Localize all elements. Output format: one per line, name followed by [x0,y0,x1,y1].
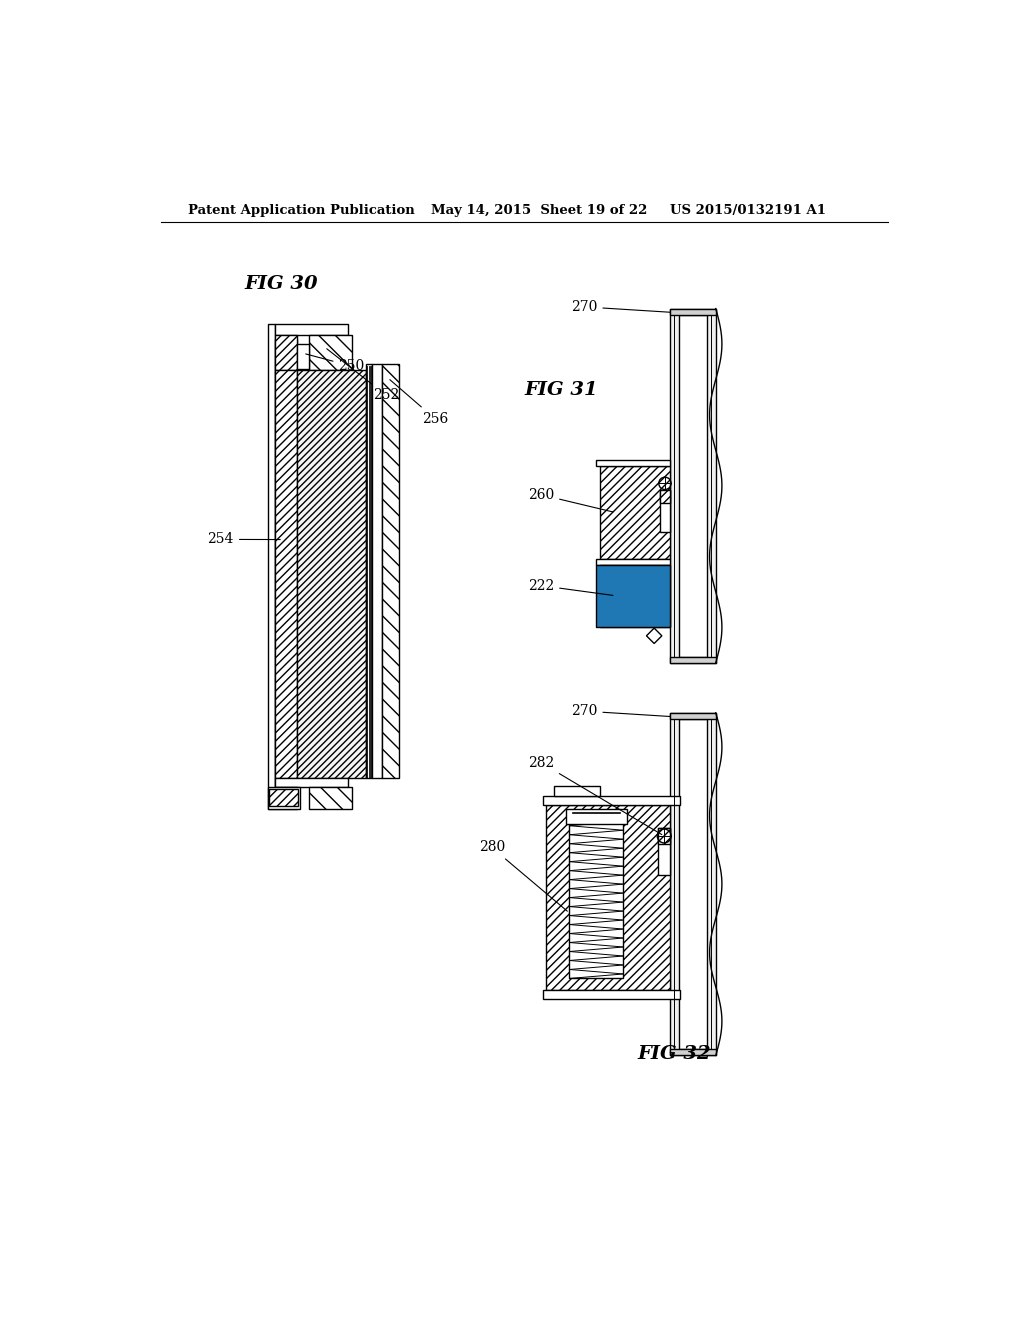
Bar [670,713,716,1056]
Polygon shape [646,628,662,644]
Bar [309,788,351,809]
Bar [382,364,398,779]
Bar [275,788,297,809]
Bar [275,323,348,335]
Bar [373,364,382,779]
Bar [543,796,680,805]
Bar [679,314,707,656]
Text: FIG 30: FIG 30 [245,276,318,293]
Text: 256: 256 [390,380,447,425]
Bar [679,719,707,1049]
Bar [670,656,716,663]
Bar [596,558,670,565]
Bar [596,461,670,466]
Bar [670,1049,716,1056]
Text: 260: 260 [528,488,613,512]
Bar [275,779,348,788]
Bar [275,335,297,370]
Text: 270: 270 [571,704,670,718]
Text: 270: 270 [571,300,670,314]
Text: US 2015/0132191 A1: US 2015/0132191 A1 [670,205,825,218]
Text: 252: 252 [327,348,399,403]
Bar [660,490,670,503]
Bar [658,829,670,843]
Text: 280: 280 [478,841,567,911]
Text: 222: 222 [528,578,613,595]
Bar [275,339,297,793]
Bar [275,370,297,779]
Bar [565,809,628,825]
Bar [267,788,300,809]
Bar [267,323,275,809]
Bar [554,785,600,796]
Text: FIG 32: FIG 32 [637,1045,711,1064]
Text: 250: 250 [306,354,365,374]
Bar [670,309,716,314]
Text: May 14, 2015  Sheet 19 of 22: May 14, 2015 Sheet 19 of 22 [431,205,647,218]
Bar [600,466,670,558]
Bar [297,345,309,368]
Bar [269,789,298,807]
Bar [658,829,670,874]
Bar [670,309,716,663]
Text: 282: 282 [528,755,662,834]
Bar [543,990,680,999]
Bar [600,565,670,627]
Bar [297,370,367,779]
Text: Patent Application Publication: Patent Application Publication [188,205,415,218]
Bar [670,713,716,719]
Bar [569,817,624,978]
Bar [596,565,670,627]
Text: 254: 254 [208,532,281,546]
Bar [367,364,373,779]
Bar [547,805,670,990]
Bar [309,335,351,370]
Bar [660,490,670,532]
Text: FIG 31: FIG 31 [524,380,598,399]
